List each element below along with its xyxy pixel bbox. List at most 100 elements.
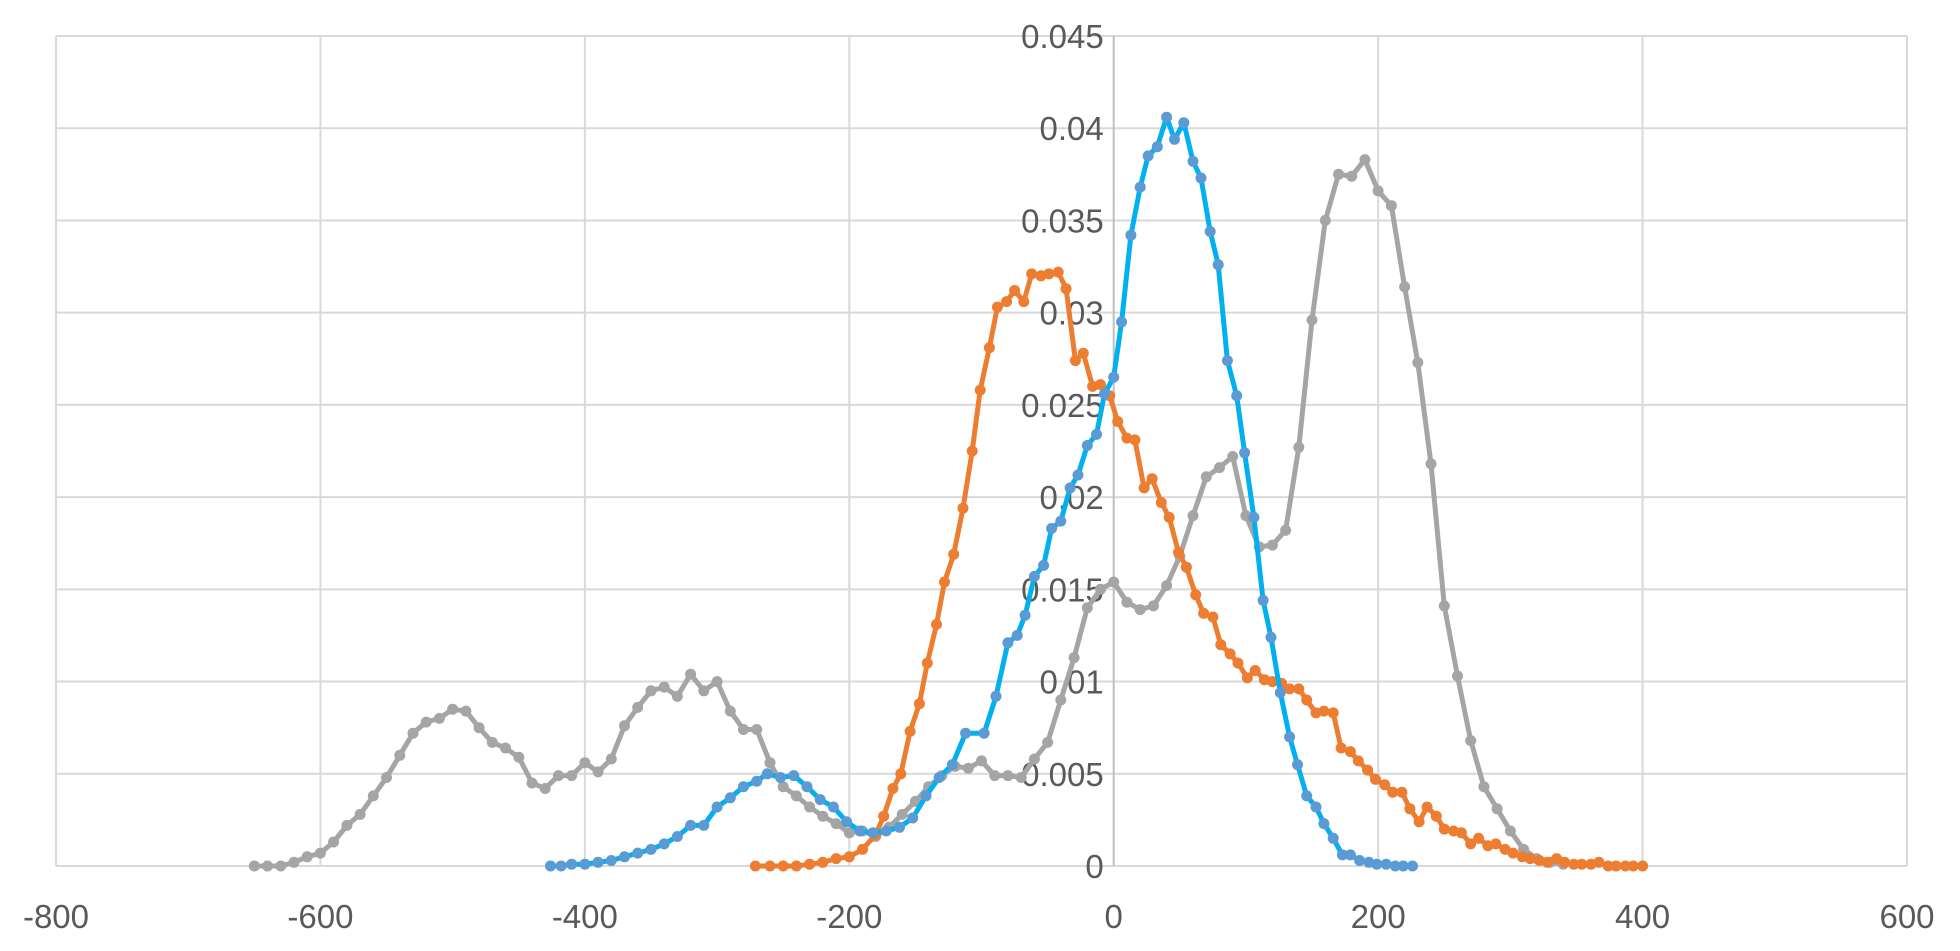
data-point bbox=[1425, 458, 1437, 470]
data-point bbox=[983, 342, 995, 354]
data-point bbox=[1293, 683, 1305, 695]
data-point bbox=[1396, 786, 1408, 798]
data-point bbox=[1038, 559, 1050, 571]
data-point bbox=[301, 851, 313, 863]
data-point bbox=[1284, 731, 1296, 743]
data-point bbox=[738, 781, 749, 793]
data-point bbox=[933, 772, 945, 783]
data-point bbox=[579, 858, 591, 870]
data-point bbox=[749, 860, 761, 872]
data-point bbox=[552, 770, 564, 782]
data-point bbox=[1042, 736, 1054, 748]
data-point bbox=[1335, 742, 1347, 754]
data-point bbox=[1161, 580, 1173, 592]
data-point bbox=[976, 755, 987, 767]
data-point bbox=[814, 794, 826, 806]
data-point bbox=[1009, 285, 1021, 296]
data-point bbox=[1028, 570, 1040, 582]
data-point bbox=[989, 770, 1001, 782]
data-point bbox=[1200, 471, 1212, 483]
data-point bbox=[913, 698, 925, 710]
data-point bbox=[1274, 687, 1286, 699]
data-point bbox=[1407, 860, 1418, 872]
data-point bbox=[1559, 856, 1571, 868]
data-point bbox=[605, 753, 617, 765]
data-point bbox=[1068, 652, 1080, 664]
data-point bbox=[761, 768, 773, 780]
data-point bbox=[1019, 609, 1031, 621]
data-point bbox=[1541, 856, 1553, 868]
data-point bbox=[1142, 150, 1154, 162]
data-point bbox=[878, 810, 890, 822]
data-point bbox=[1438, 600, 1450, 612]
data-point bbox=[1116, 316, 1128, 328]
data-point bbox=[1404, 803, 1416, 815]
y-tick-label: 0 bbox=[1085, 848, 1103, 885]
data-point bbox=[1002, 770, 1014, 782]
data-point bbox=[1610, 860, 1622, 872]
y-tick-label: 0.035 bbox=[1021, 202, 1104, 239]
data-point bbox=[887, 783, 899, 794]
data-point bbox=[777, 860, 789, 872]
x-tick-label: 600 bbox=[1879, 898, 1934, 935]
data-point bbox=[830, 818, 842, 830]
data-point bbox=[539, 783, 551, 794]
data-point bbox=[1346, 170, 1358, 182]
data-point bbox=[1327, 707, 1339, 719]
gray-series bbox=[248, 154, 1569, 872]
data-point bbox=[433, 712, 445, 724]
data-point bbox=[473, 722, 485, 734]
data-point bbox=[486, 736, 498, 748]
data-point bbox=[1026, 268, 1038, 280]
data-point bbox=[288, 856, 300, 868]
data-point bbox=[1214, 462, 1225, 474]
data-point bbox=[394, 749, 406, 761]
blue-series-line bbox=[550, 114, 1413, 869]
data-point bbox=[420, 716, 432, 728]
data-point bbox=[1473, 832, 1485, 844]
data-point bbox=[896, 808, 908, 820]
data-point bbox=[724, 792, 736, 804]
data-point bbox=[1077, 347, 1089, 359]
data-point bbox=[1465, 838, 1477, 850]
data-point bbox=[645, 685, 657, 697]
data-point bbox=[751, 775, 763, 787]
data-point bbox=[1163, 511, 1175, 523]
data-point bbox=[962, 762, 974, 774]
data-point bbox=[775, 772, 786, 783]
data-point bbox=[698, 819, 710, 831]
data-point bbox=[1015, 772, 1027, 783]
data-point bbox=[1146, 473, 1158, 485]
data-point bbox=[1362, 764, 1374, 776]
data-point bbox=[1421, 801, 1433, 813]
data-point bbox=[592, 766, 604, 778]
data-point bbox=[1138, 482, 1150, 494]
gray-series-line bbox=[254, 157, 1564, 869]
y-tick-label: 0.045 bbox=[1021, 18, 1104, 55]
data-point bbox=[1231, 390, 1243, 402]
data-point bbox=[1095, 583, 1106, 595]
data-point bbox=[1576, 858, 1588, 870]
data-point bbox=[1129, 434, 1141, 446]
blue-series bbox=[545, 111, 1418, 872]
data-point bbox=[1387, 786, 1399, 798]
data-point bbox=[1301, 790, 1313, 802]
data-point bbox=[1593, 856, 1605, 868]
y-axis-tick-labels: 00.0050.010.0150.020.0250.030.0350.040.0… bbox=[1021, 18, 1104, 885]
data-point bbox=[764, 757, 776, 769]
data-point bbox=[1069, 355, 1081, 367]
data-point bbox=[1257, 594, 1269, 606]
data-point bbox=[658, 838, 670, 850]
data-point bbox=[1372, 185, 1384, 197]
x-tick-label: 400 bbox=[1615, 898, 1670, 935]
data-point bbox=[790, 860, 802, 872]
data-point bbox=[1637, 860, 1649, 872]
data-point bbox=[1413, 816, 1425, 828]
data-point bbox=[1239, 447, 1251, 459]
data-point bbox=[1465, 735, 1477, 747]
data-point bbox=[843, 827, 855, 839]
data-point bbox=[711, 676, 723, 688]
data-point bbox=[946, 759, 958, 771]
data-point bbox=[1204, 226, 1216, 237]
